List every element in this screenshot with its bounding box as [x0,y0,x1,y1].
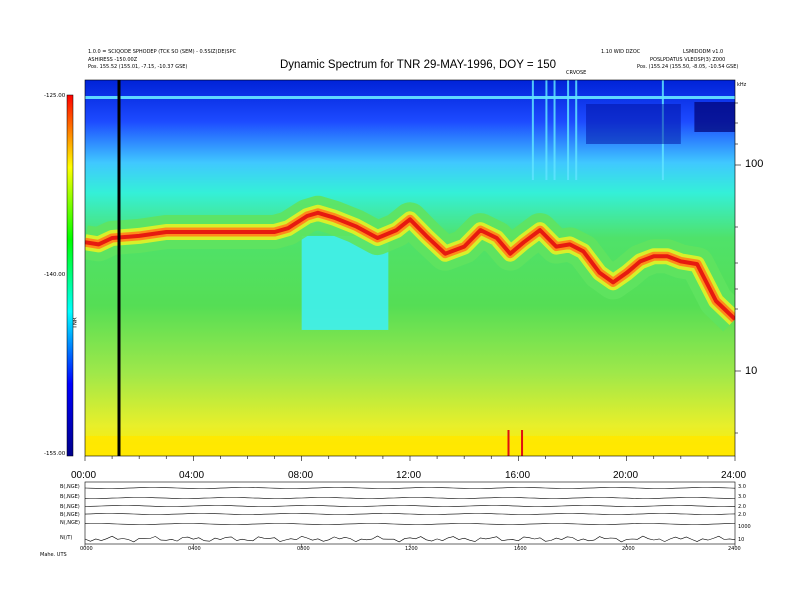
lower-row-label: B(,NGE) [60,494,80,500]
colorbar [66,94,74,457]
lower-row-label: N(,NGE) [60,520,81,526]
lower-right-label: 3.0 [738,484,746,490]
time-cursor [117,80,121,456]
x-tick-label: 20:00 [613,470,639,481]
bottom-band [85,436,735,456]
lower-panel-frame [84,481,736,545]
header-left-line2: ASHIRESS -150.00Z [88,57,138,63]
vertical-streak [575,80,578,180]
lower-row-label: B(,NGE) [60,504,80,510]
header-marker: CRVOSE [566,70,587,76]
x-tick-label: 16:00 [505,470,531,481]
lower-right-label: 2.0 [738,512,746,518]
x-tick-label: 12:00 [396,470,422,481]
lower-panel [84,481,736,547]
intensity-spike [507,430,510,456]
lower-right-label: 1000 [738,524,751,530]
y-tick-100: 100 [745,158,764,170]
chart-title: Dynamic Spectrum for TNR 29-MAY-1996, DO… [280,59,557,71]
lower-trace [84,497,736,499]
plasma-line-core [85,210,735,321]
lower-x-tick: 2000 [622,546,635,552]
header-right-line1: 1.10 WID DZOC [601,49,641,55]
lower-x-tick: 0400 [188,546,201,552]
right-axis [735,102,741,434]
vertical-streak [553,80,556,180]
lower-traces [84,487,736,543]
lower-x-tick: 1600 [514,546,527,552]
lower-right-label: 10 [738,537,745,543]
lower-trace [84,513,736,515]
header-left-line1: 1.0.0 = SCIQODE SPHODEP (TCK SO (SEM) - … [88,49,237,55]
lower-row-label: B(,NGE) [60,484,80,490]
top-artifact-band [85,96,735,99]
lower-row-label: B(,NGE) [60,512,80,518]
lower-row-label: N(/T) [60,535,73,541]
y-axis-unit: kHz [737,82,747,88]
lower-trace [84,535,736,543]
vertical-streak [567,80,570,180]
header-left-line3: Pos. 155.52 (155.01, -7.15, -10.37 GSE) [88,64,188,70]
colorbar-tick-mid: -140.00 [44,272,66,278]
x-tick-label: 04:00 [179,470,205,481]
vertical-streak [531,80,534,180]
colorbar-tick-bottom: -155.00 [44,451,66,457]
lower-x-tick: 2400 [728,546,741,552]
lower-x-tick: 0000 [80,546,93,552]
x-axis [84,456,736,461]
spectrogram-features [85,80,735,456]
header-right-line3: POSLPDATUS VLEOSP(3) Z000 [650,57,726,63]
lower-x-axis [84,544,736,547]
intensity-spike [521,430,524,456]
lower-x-tick: 0800 [297,546,310,552]
x-tick-label: 08:00 [288,470,314,481]
lower-right-label: 2.0 [738,504,746,510]
dark-patch [694,102,735,132]
dark-patch [586,104,681,144]
lower-trace [84,487,736,489]
lower-footer-label: Mahe. UTS [40,552,67,558]
vertical-streak [545,80,548,180]
lower-x-tick: 1200 [405,546,418,552]
lower-trace [84,523,736,525]
colorbar-tick-top: -125.00 [44,93,66,99]
x-tick-label: 24:00 [721,470,747,481]
y-tick-10: 10 [745,365,758,377]
header-right-line4: Pos. (155.24 (155.50, -8.05, -10.54 GSE) [637,64,739,70]
header-right-line2: LSMIDODM v1.0 [683,49,724,55]
lower-trace [84,505,736,507]
spectrogram [85,80,735,456]
lower-right-label: 3.0 [738,494,746,500]
x-tick-label: 00:00 [71,470,97,481]
